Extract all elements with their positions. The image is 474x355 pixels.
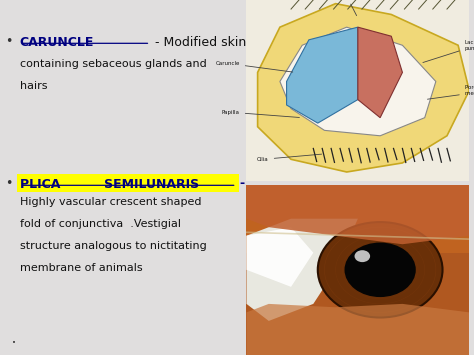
Text: hairs: hairs [20,81,47,91]
Text: - Modified skin: - Modified skin [155,36,246,49]
Text: Pores of
meibomian glands: Pores of meibomian glands [428,85,474,99]
Text: Highly vascular crescent shaped: Highly vascular crescent shaped [20,197,201,207]
Text: fold of conjunctiva  .Vestigial: fold of conjunctiva .Vestigial [20,219,181,229]
Polygon shape [280,27,436,136]
Polygon shape [246,185,469,355]
Polygon shape [246,219,358,321]
Text: containing sebaceous glands and: containing sebaceous glands and [20,59,207,69]
Text: Cilia: Cilia [257,154,322,162]
Circle shape [318,222,443,317]
Text: membrane of animals: membrane of animals [20,263,142,273]
Text: Plica semilunaris: Plica semilunaris [324,0,370,16]
Text: •: • [5,178,12,191]
Circle shape [355,250,370,262]
Polygon shape [258,4,469,172]
Polygon shape [287,27,358,123]
Text: Lacrimal
punctum: Lacrimal punctum [423,40,474,62]
Polygon shape [358,27,402,118]
Circle shape [345,242,416,297]
Text: Papilla: Papilla [222,110,300,118]
Polygon shape [246,185,469,253]
Polygon shape [246,227,313,287]
Polygon shape [246,304,469,355]
Text: structure analogous to nictitating: structure analogous to nictitating [20,241,207,251]
Text: PLICA          SEMILUNARIS: PLICA SEMILUNARIS [20,178,199,191]
FancyBboxPatch shape [17,174,239,192]
Text: •: • [12,340,16,346]
Text: •: • [5,36,12,49]
Polygon shape [246,0,469,181]
Text: CARUNCLE: CARUNCLE [20,36,94,49]
Text: -: - [239,178,244,191]
Polygon shape [246,185,469,244]
Text: Caruncle: Caruncle [215,61,293,72]
